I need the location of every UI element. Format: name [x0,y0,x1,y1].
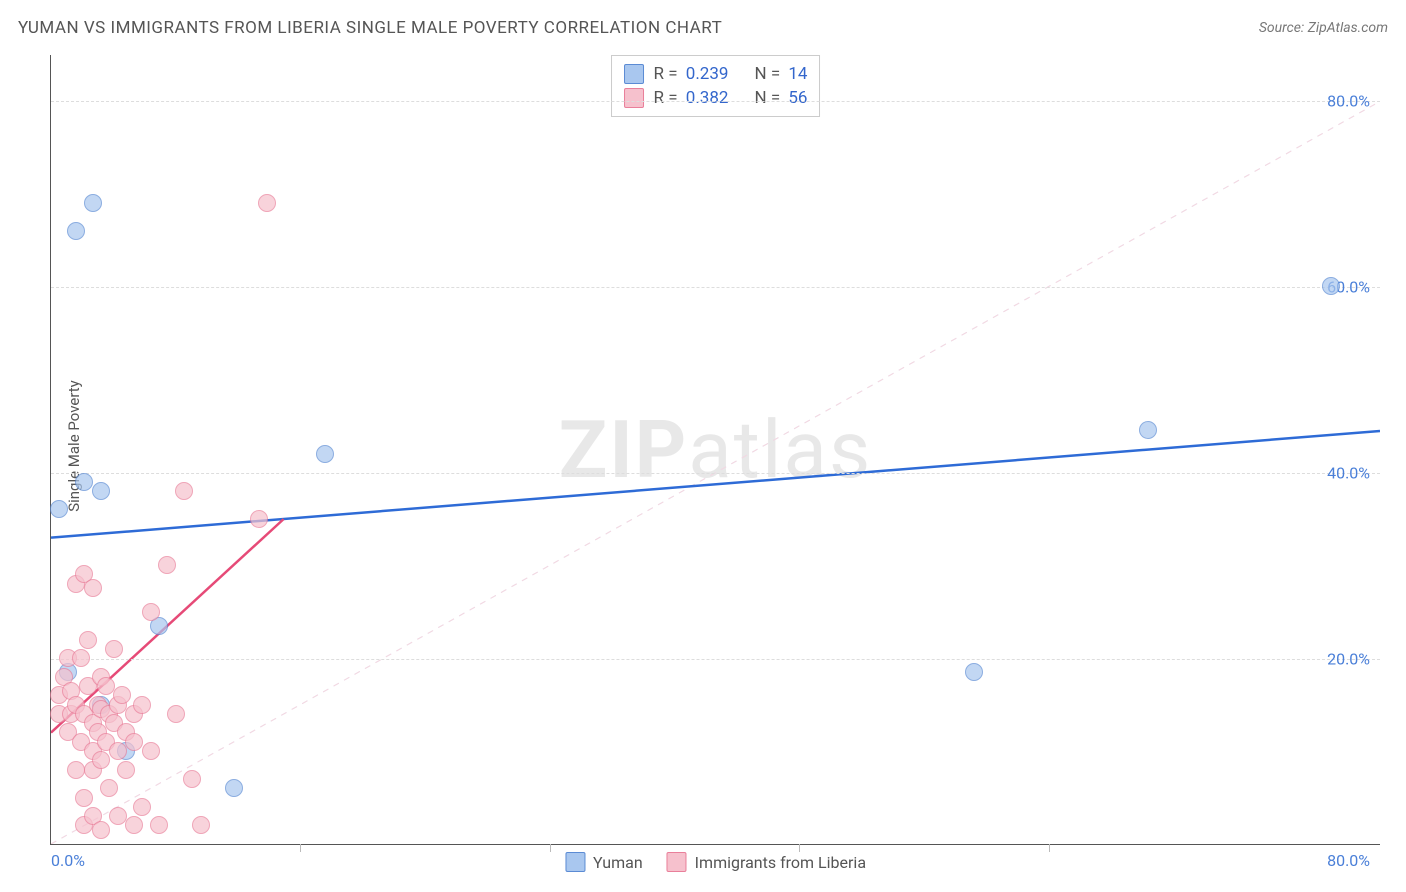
scatter-point [50,500,68,518]
legend-item: Yuman [565,852,643,872]
scatter-point [109,807,127,825]
scatter-point [125,733,143,751]
grid-line [51,287,1380,288]
scatter-point [84,194,102,212]
watermark: ZIPatlas [559,403,872,497]
chart-header: YUMAN VS IMMIGRANTS FROM LIBERIA SINGLE … [18,18,1388,38]
stats-n-value: 56 [788,88,807,108]
y-tick-label: 80.0% [1327,92,1370,111]
scatter-point [258,194,276,212]
scatter-point [109,742,127,760]
scatter-point [97,677,115,695]
x-tick [799,844,800,852]
scatter-point [75,789,93,807]
scatter-point [142,742,160,760]
chart-source: Source: ZipAtlas.com [1259,20,1388,36]
stats-legend: R = 0.239 N = 14 R = 0.382 N = 56 [611,55,821,117]
scatter-point [150,816,168,834]
scatter-point [92,821,110,839]
trend-lines-svg [51,55,1380,844]
scatter-point [175,482,193,500]
scatter-point [183,770,201,788]
scatter-point [158,556,176,574]
reference-lines-svg [51,55,1380,844]
y-tick-label: 20.0% [1327,650,1370,669]
scatter-point [133,696,151,714]
legend-swatch [565,852,585,872]
scatter-point [105,640,123,658]
scatter-point [72,649,90,667]
x-tick [550,844,551,852]
scatter-point [125,816,143,834]
legend-label: Immigrants from Liberia [695,853,866,872]
scatter-point [117,761,135,779]
legend-swatch [624,64,644,84]
stats-r-value: 0.239 [686,64,729,84]
scatter-point [84,579,102,597]
scatter-point [965,663,983,681]
chart-title: YUMAN VS IMMIGRANTS FROM LIBERIA SINGLE … [18,18,722,38]
stats-legend-row: R = 0.239 N = 14 [624,62,808,86]
scatter-point [192,816,210,834]
stats-n-label: N = 14 [754,64,807,84]
scatter-point [225,779,243,797]
scatter-point [100,779,118,797]
reference-line [51,55,1380,844]
reference-line [51,55,1380,844]
scatter-point [113,686,131,704]
watermark-bold: ZIP [559,403,689,497]
scatter-point [142,603,160,621]
x-axis-min-label: 0.0% [51,851,85,870]
scatter-point [92,751,110,769]
grid-line [51,473,1380,474]
scatter-point [79,631,97,649]
legend-swatch [667,852,687,872]
plot-area: ZIPatlas R = 0.239N = 14R = 0.382N = 56 … [50,55,1380,845]
scatter-point [92,482,110,500]
scatter-point [316,445,334,463]
scatter-point [75,473,93,491]
stats-r-value: 0.382 [686,88,729,108]
scatter-point [1139,421,1157,439]
stats-legend-row: R = 0.382 N = 56 [624,86,808,110]
legend-swatch [624,88,644,108]
stats-n-label: N = 56 [754,88,807,108]
stats-n-value: 14 [788,64,807,84]
series-legend: Yuman Immigrants from Liberia [565,852,866,872]
x-tick [1049,844,1050,852]
stats-r-label: R = 0.382 [654,88,745,108]
scatter-point [250,510,268,528]
grid-line [51,659,1380,660]
x-axis-max-label: 80.0% [1327,851,1370,870]
grid-line [51,101,1380,102]
x-tick [300,844,301,852]
scatter-point [1322,277,1340,295]
scatter-point [167,705,185,723]
scatter-point [133,798,151,816]
stats-r-label: R = 0.239 [654,64,745,84]
watermark-light: atlas [688,403,872,497]
y-tick-label: 40.0% [1327,464,1370,483]
scatter-point [67,222,85,240]
legend-label: Yuman [593,853,643,872]
legend-item: Immigrants from Liberia [667,852,866,872]
scatter-point [67,761,85,779]
